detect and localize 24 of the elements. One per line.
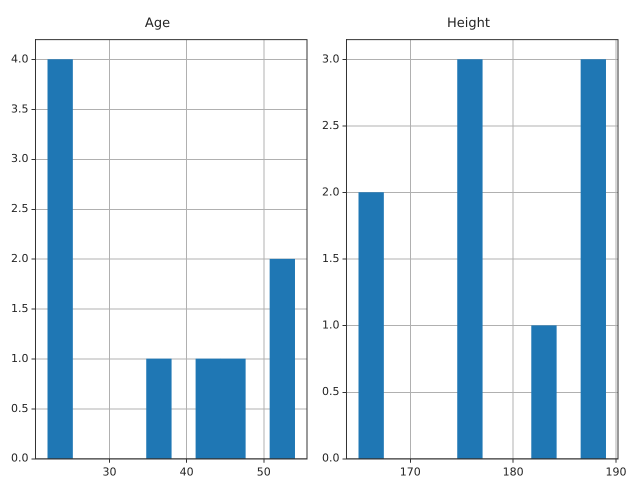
y-tick-label: 2.0 (322, 186, 340, 198)
y-tick-label: 2.5 (322, 118, 340, 132)
y-tick-label: 1.0 (10, 352, 28, 365)
y-tick-label: 0.5 (322, 385, 340, 398)
y-tick-label: 0.5 (10, 402, 28, 415)
x-tick-label: 30 (102, 465, 117, 478)
chart-title: Age (144, 16, 170, 32)
x-tick-label: 50 (256, 465, 271, 478)
y-tick-label: 0.0 (322, 452, 340, 465)
x-tick-label: 180 (502, 465, 524, 478)
y-tick-label: 2.0 (10, 252, 28, 266)
y-tick-label: 0.0 (10, 452, 28, 465)
y-tick-label: 2.5 (10, 202, 28, 216)
chart-title: Height (447, 16, 490, 32)
x-tick-label: 170 (400, 465, 421, 478)
y-tick-label: 1.0 (322, 318, 340, 332)
y-tick-label: 4.0 (10, 52, 28, 66)
y-tick-label: 3.5 (10, 102, 28, 116)
y-tick-label: 1.5 (322, 252, 340, 266)
y-tick-label: 1.5 (10, 302, 28, 315)
x-tick-label: 40 (180, 465, 194, 478)
y-tick-label: 3.0 (322, 52, 340, 66)
x-tick-label: 190 (605, 465, 626, 478)
y-tick-label: 3.0 (10, 152, 28, 166)
